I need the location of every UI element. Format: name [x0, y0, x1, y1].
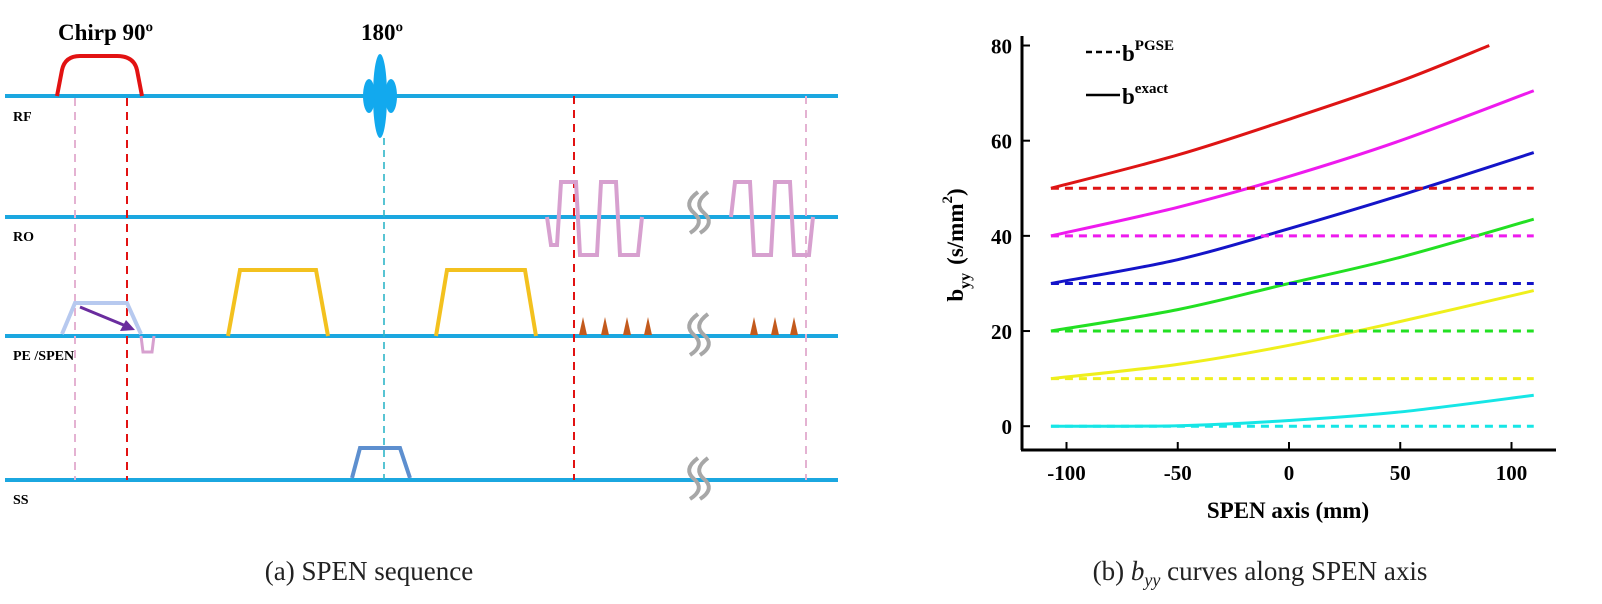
- ro-readout-train-2: [729, 180, 815, 257]
- x-tick-label: 50: [1390, 461, 1411, 485]
- x-tick-label: 100: [1496, 461, 1528, 485]
- chirp90-title: Chirp 90º: [58, 20, 153, 45]
- x-ticks: -100 -50 0 50 100: [1047, 442, 1527, 485]
- spen-encoding-gradient: [60, 301, 143, 335]
- byy-chart: -100 -50 0 50 100 0 20 40 60 80 bPGSE bexact SPE…: [940, 35, 1556, 590]
- diffusion-gradient-1: [226, 268, 330, 337]
- time-break-ss: [687, 456, 711, 501]
- ro-readout-train-1: [545, 180, 644, 257]
- exact-series-line: [1050, 393, 1534, 428]
- pe-blips-2: [750, 317, 798, 335]
- y-tick-label: 0: [1002, 415, 1013, 439]
- series-layer: [1050, 44, 1535, 428]
- y-tick-label: 60: [991, 130, 1012, 154]
- x-tick-label: -100: [1047, 461, 1086, 485]
- panel-b-caption: (b) byy curves along SPEN axis: [1093, 556, 1428, 590]
- y-tick-label: 40: [991, 225, 1012, 249]
- exact-series-line: [1050, 89, 1535, 238]
- legend: bPGSE bexact: [1086, 38, 1174, 109]
- diffusion-gradient-2: [434, 268, 538, 337]
- legend-dashed-label: bPGSE: [1122, 38, 1174, 66]
- pe-spen-label: PE /SPEN: [13, 349, 74, 364]
- refocus180-title: 180º: [361, 20, 403, 45]
- x-tick-label: -50: [1164, 461, 1192, 485]
- spen-negative-lobe: [139, 335, 156, 354]
- y-axis-title: byy(s/mm2): [940, 188, 974, 301]
- time-break-pe: [687, 312, 711, 357]
- exact-series-line: [1050, 289, 1535, 381]
- pe-blips-1: [579, 317, 652, 335]
- diagonal-arrow: [79, 305, 135, 331]
- x-tick-label: 0: [1284, 461, 1295, 485]
- ro-label: RO: [13, 230, 34, 245]
- x-axis-title: SPEN axis (mm): [1207, 498, 1369, 523]
- y-ticks: 0 20 40 60 80: [991, 35, 1030, 439]
- chirp-90-pulse: [55, 54, 144, 97]
- exact-series-line: [1050, 44, 1490, 190]
- refocus-180-pulse: [363, 54, 397, 138]
- panel-a-caption: (a) SPEN sequence: [265, 556, 473, 586]
- legend-solid-label: bexact: [1122, 81, 1168, 109]
- y-tick-label: 20: [991, 320, 1012, 344]
- ss-label: SS: [13, 493, 29, 508]
- rf-label: RF: [13, 110, 32, 125]
- spen-sequence-diagram: RF RO PE /SPEN SS Chirp 90º 180º: [5, 20, 838, 586]
- slice-select-gradient: [350, 446, 412, 479]
- time-break-ro: [687, 190, 711, 235]
- y-tick-label: 80: [991, 35, 1012, 59]
- exact-series-line: [1050, 151, 1535, 285]
